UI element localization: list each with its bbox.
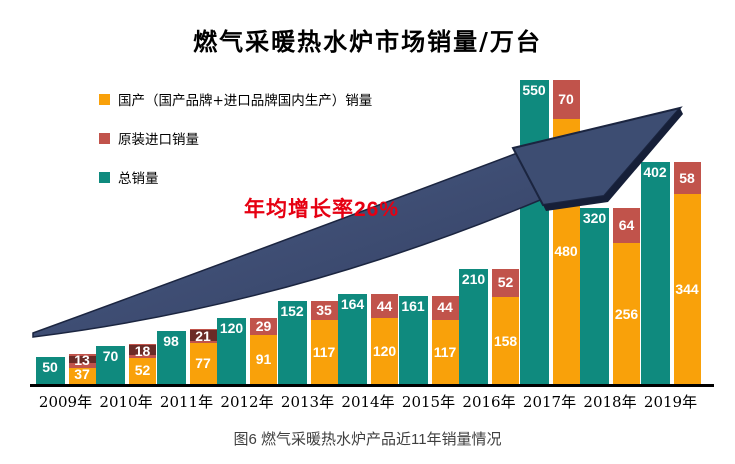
total-value-label: 120 xyxy=(219,320,244,337)
bar-domestic-segment: 256 xyxy=(613,243,640,385)
bar-total: 50 xyxy=(35,357,65,385)
domestic-value-label: 91 xyxy=(255,351,272,368)
legend: 国产（国产品牌+进口品牌国内生产）销量 原装进口销量 总销量 xyxy=(99,89,372,206)
import-value-label: 64 xyxy=(618,216,635,233)
total-value-label: 550 xyxy=(522,82,546,99)
bar-import-segment: 58 xyxy=(673,162,701,195)
bar-domestic-segment: 37 xyxy=(68,364,96,385)
bar-total: 320 xyxy=(580,207,609,385)
total-value-label: 152 xyxy=(280,302,304,319)
import-segment-stripe xyxy=(68,356,96,364)
domestic-value-label: 344 xyxy=(675,281,699,298)
import-value-label: 35 xyxy=(316,301,332,318)
x-axis-label: 2013年 xyxy=(280,393,335,411)
domestic-value-label: 117 xyxy=(433,344,457,361)
bar-import-segment: 70 xyxy=(552,80,580,119)
bar-domestic-segment: 117 xyxy=(431,320,459,385)
bar-total: 402 xyxy=(640,162,670,385)
x-axis-label: 2009年 xyxy=(38,393,93,411)
x-axis-label: 2017年 xyxy=(522,393,577,411)
bar-domestic-segment: 91 xyxy=(250,334,277,385)
domestic-value-label: 158 xyxy=(493,332,518,349)
legend-label-domestic: 国产（国产品牌+进口品牌国内生产）销量 xyxy=(118,93,373,109)
legend-item-import: 原装进口销量 xyxy=(99,128,372,148)
domestic-value-label: 120 xyxy=(372,343,397,360)
bar-import-segment: 29 xyxy=(250,318,277,335)
x-axis-line xyxy=(30,384,714,387)
domestic-value-label: 37 xyxy=(74,366,90,383)
x-axis-label: 2014年 xyxy=(341,393,395,411)
bar-import-segment: 52 xyxy=(492,268,519,298)
bar-import-segment: 64 xyxy=(613,207,640,244)
import-value-label: 21 xyxy=(195,327,211,344)
bar-total: 152 xyxy=(277,300,307,385)
total-value-label: 320 xyxy=(582,209,607,226)
legend-label-import: 原装进口销量 xyxy=(118,132,199,148)
domestic-value-label: 77 xyxy=(195,355,211,372)
bar-import-segment: 44 xyxy=(431,295,459,321)
total-value-label: 164 xyxy=(340,296,365,313)
legend-label-total: 总销量 xyxy=(118,171,159,187)
legend-item-domestic: 国产（国产品牌+进口品牌国内生产）销量 xyxy=(99,89,372,109)
import-value-label: 44 xyxy=(376,297,393,314)
bar-domestic-segment: 158 xyxy=(492,297,519,385)
bar-total: 550 xyxy=(519,80,549,385)
bar-domestic-segment: 52 xyxy=(129,356,156,385)
legend-item-total: 总销量 xyxy=(99,167,372,187)
domestic-value-label: 117 xyxy=(312,344,336,361)
domestic-value-label: 480 xyxy=(554,243,578,260)
bar-import-segment: 35 xyxy=(310,300,338,321)
import-value-label: 70 xyxy=(558,90,574,107)
total-value-label: 161 xyxy=(401,297,425,314)
total-value-label: 98 xyxy=(163,332,179,349)
x-axis-label: 2018年 xyxy=(583,393,637,411)
x-axis-label: 2019年 xyxy=(643,393,698,411)
bar-domestic-segment: 77 xyxy=(189,342,217,385)
bar-import-segment: 18 xyxy=(129,342,156,359)
total-value-label: 402 xyxy=(643,164,667,181)
bar-total: 70 xyxy=(96,346,125,385)
bar-total: 98 xyxy=(156,330,186,385)
bar-domestic-segment: 344 xyxy=(673,194,701,385)
import-value-label: 13 xyxy=(74,352,90,369)
chart-title: 燃气采暖热水炉市场销量/万台 xyxy=(193,27,542,56)
total-value-label: 70 xyxy=(102,348,119,365)
x-axis-label: 2012年 xyxy=(220,393,274,411)
bar-total: 120 xyxy=(217,318,246,385)
import-value-label: 58 xyxy=(679,169,695,186)
x-axis-label: 2015年 xyxy=(401,393,456,411)
import-value-label: 29 xyxy=(255,318,272,334)
import-value-label: 52 xyxy=(497,274,514,291)
import-value-label: 44 xyxy=(437,299,453,316)
import-segment-stripe xyxy=(129,345,156,356)
bar-import-segment: 44 xyxy=(371,294,398,319)
total-value-label: 50 xyxy=(42,359,58,376)
bar-import-segment: 21 xyxy=(189,327,217,344)
import-value-label: 18 xyxy=(134,342,151,359)
total-value-label: 210 xyxy=(461,270,486,287)
domestic-value-label: 52 xyxy=(134,362,151,379)
figure-caption: 图6 燃气采暖热水炉产品近11年销量情况 xyxy=(233,431,502,448)
total-swatch-icon xyxy=(99,171,110,183)
domestic-swatch-icon xyxy=(99,93,110,105)
bar-domestic-segment: 117 xyxy=(310,320,338,385)
bar-total: 210 xyxy=(459,268,488,385)
import-swatch-icon xyxy=(99,132,110,144)
bar-total: 161 xyxy=(398,295,428,385)
bar-domestic-segment: 480 xyxy=(552,118,580,385)
bar-domestic-segment: 120 xyxy=(371,318,398,385)
growth-rate-annotation: 年均增长率26% xyxy=(244,198,400,221)
bar-total: 164 xyxy=(338,294,367,385)
domestic-value-label: 256 xyxy=(614,305,639,322)
x-axis-label: 2010年 xyxy=(99,393,153,411)
x-axis-label: 2016年 xyxy=(462,393,516,411)
x-axis-label: 2011年 xyxy=(159,393,214,411)
bar-import-segment: 13 xyxy=(68,352,96,369)
